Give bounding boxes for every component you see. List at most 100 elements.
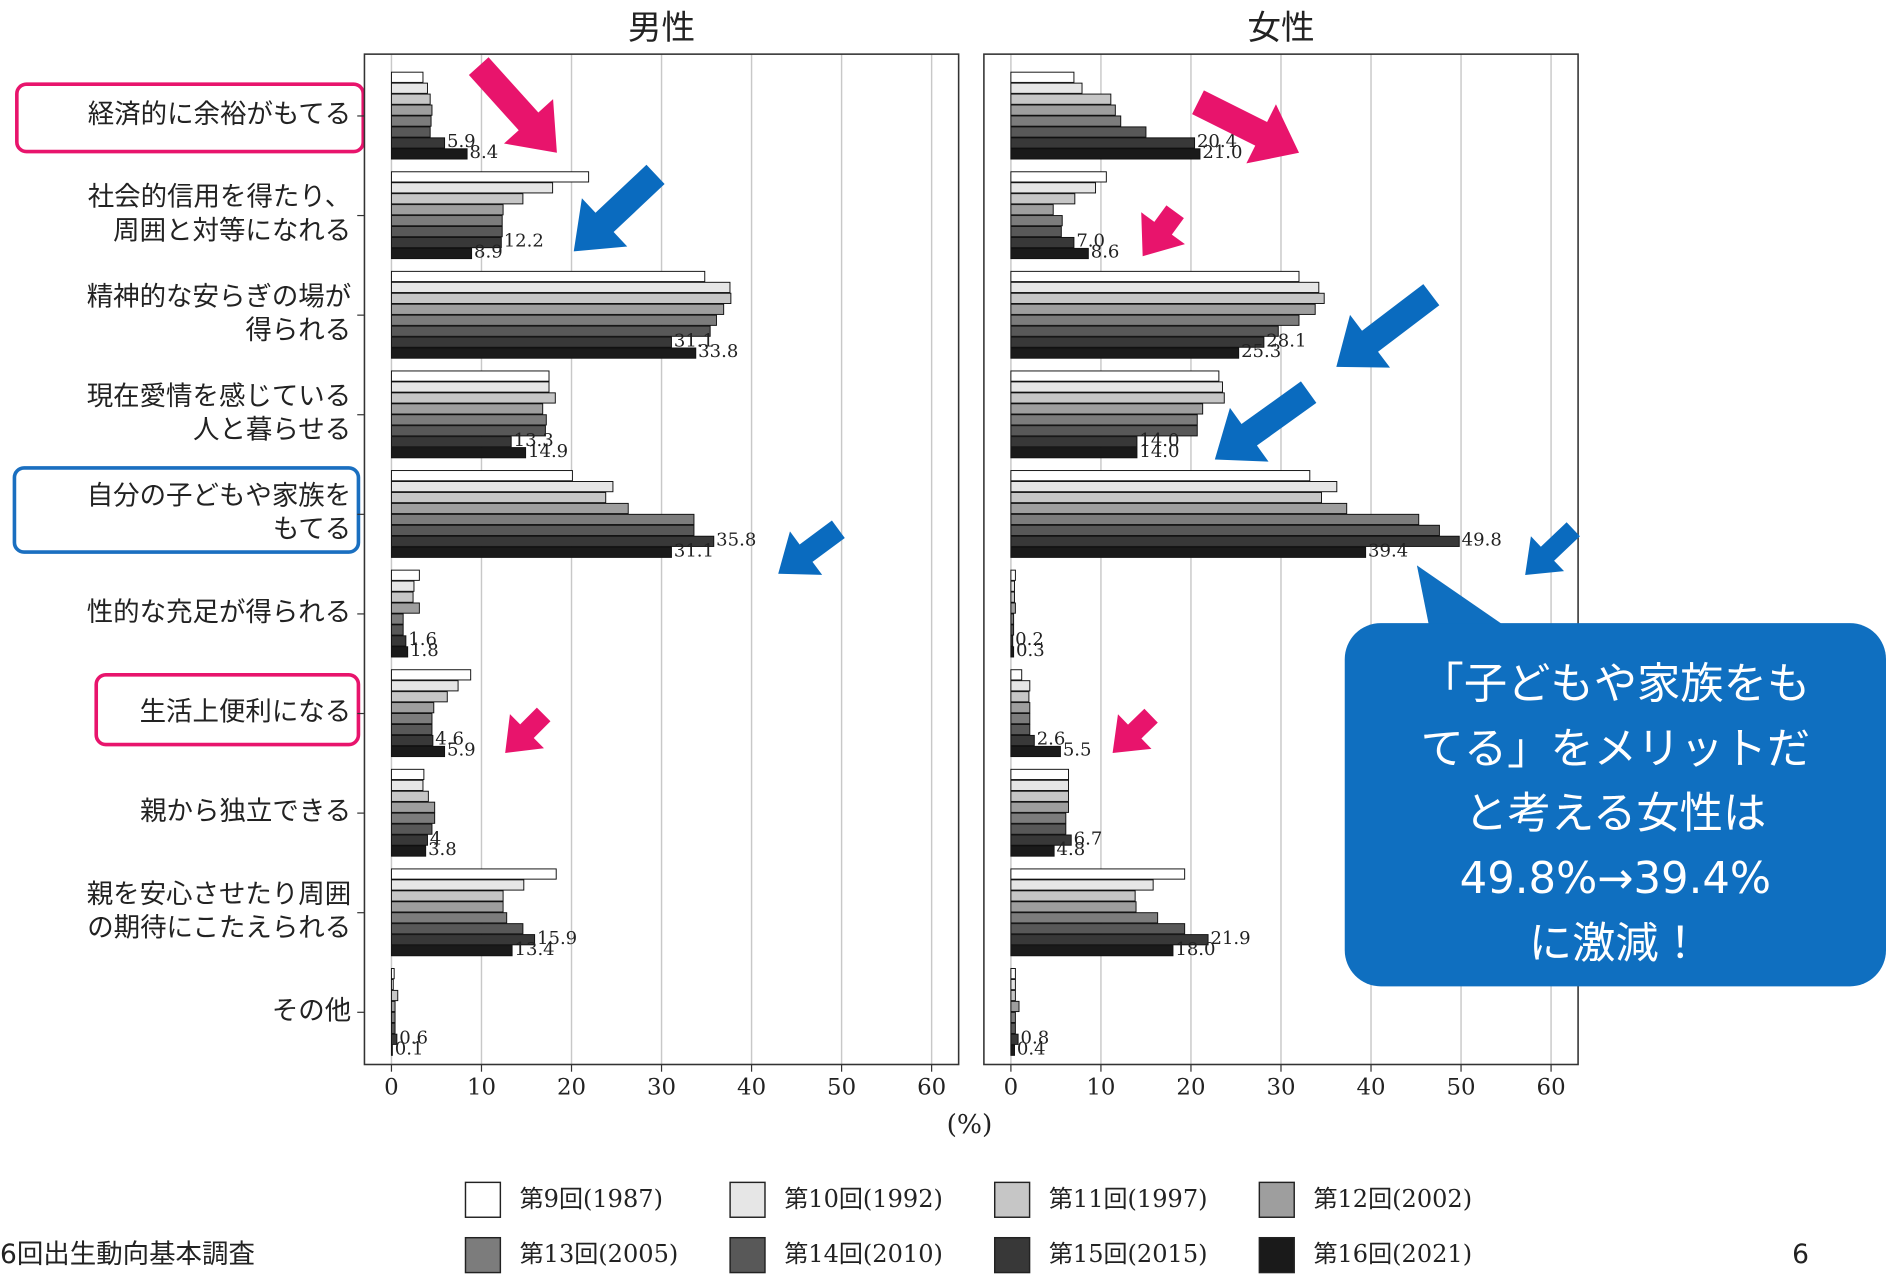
legend-swatch: [993, 1236, 1031, 1274]
x-tick-label: 20: [557, 1075, 586, 1101]
bar: [390, 890, 504, 902]
x-tick-label: 0: [384, 1075, 399, 1101]
panel-title: 女性: [1247, 8, 1314, 47]
value-label: 4.6: [435, 729, 464, 750]
bar: [1010, 491, 1322, 504]
value-label: 39.4: [1368, 540, 1408, 561]
value-label: 14.9: [528, 441, 568, 462]
bar: [1010, 868, 1186, 880]
bar: [1010, 901, 1137, 913]
bar: [390, 723, 433, 736]
callout-text: 「子どもや家族をも: [1421, 659, 1811, 709]
bar: [390, 513, 695, 526]
y-tick-label: 得られる: [245, 315, 351, 346]
value-label: 25.3: [1241, 341, 1281, 362]
bar: [1010, 447, 1138, 459]
arrow: [573, 164, 665, 252]
legend-swatch: [993, 1181, 1031, 1218]
bar: [1010, 204, 1054, 216]
value-label: 8.9: [474, 242, 503, 263]
bar: [390, 281, 731, 294]
y-tick-label: 親を安心させたり周囲: [87, 879, 352, 910]
y-tick-label: 社会的信用を得たり、: [88, 182, 351, 213]
bar: [1010, 126, 1147, 138]
arrow: [1112, 708, 1158, 753]
bar: [390, 613, 404, 625]
bar: [1010, 734, 1035, 747]
y-tick-label: 経済的に余裕がもてる: [88, 99, 351, 130]
x-tick-label: 60: [1537, 1075, 1566, 1101]
legend-swatch: [729, 1181, 766, 1218]
bar: [390, 215, 503, 227]
y-tick-label: 現在愛情を感じている: [87, 381, 352, 412]
legend-swatch: [1258, 1181, 1295, 1218]
value-label: 33.8: [698, 341, 738, 362]
value-label: 18.0: [1175, 939, 1215, 960]
value-label: 8.4: [469, 142, 498, 163]
bar: [1010, 879, 1154, 891]
plot-border: [983, 53, 1579, 1066]
bar: [1010, 680, 1031, 692]
bar: [390, 702, 435, 714]
bar: [390, 126, 431, 138]
value-label: 15.9: [537, 928, 577, 949]
bar: [390, 171, 590, 183]
bar: [1010, 546, 1367, 558]
value-label: 2.6: [1037, 729, 1066, 750]
bar: [1010, 292, 1325, 304]
value-label: 5.9: [447, 740, 476, 761]
bar: [390, 303, 725, 315]
bar: [1010, 1011, 1016, 1023]
bar: [1010, 82, 1083, 94]
bar: [390, 912, 508, 924]
bar: [390, 491, 607, 504]
bar: [390, 790, 429, 802]
value-label: 0.4: [1017, 1038, 1046, 1059]
bar: [390, 93, 431, 105]
bar: [1010, 481, 1338, 493]
bar: [1010, 171, 1107, 183]
bar: [390, 734, 434, 747]
bar: [1010, 247, 1089, 260]
y-tick-label: の期待にこたえられる: [87, 913, 351, 944]
y-tick-label: 周囲と対等になれる: [113, 215, 351, 246]
bar: [1010, 1022, 1016, 1034]
bar: [1010, 236, 1075, 249]
legend-swatch: [464, 1181, 502, 1218]
bar: [390, 1000, 396, 1013]
bar: [390, 414, 547, 426]
x-tick-label: 30: [1266, 1075, 1295, 1101]
y-tick-label: 精神的な安らぎの場が: [87, 281, 352, 312]
bar: [390, 314, 717, 326]
bar: [1010, 613, 1015, 625]
bar: [1010, 646, 1015, 658]
legend-label: 第9回(1987): [520, 1185, 663, 1213]
legend-label: 第15回(2015): [1049, 1240, 1208, 1268]
bar: [1010, 226, 1062, 238]
bar: [390, 968, 395, 980]
bar: [1010, 745, 1061, 758]
bar: [1010, 823, 1067, 835]
bar: [390, 945, 513, 957]
bar: [1010, 436, 1138, 448]
value-label: 0.6: [399, 1027, 428, 1048]
bar: [390, 436, 512, 448]
bar: [390, 779, 424, 791]
bar: [1010, 912, 1159, 924]
bar: [390, 336, 672, 348]
value-label: 31.1: [674, 540, 714, 561]
legend-swatch: [729, 1236, 766, 1274]
legend-swatch: [1258, 1236, 1295, 1274]
value-label: 21.0: [1202, 142, 1242, 163]
value-label: 49.8: [1462, 529, 1502, 550]
x-axis-label: (%): [947, 1109, 993, 1140]
bar: [1010, 502, 1348, 515]
x-tick-label: 30: [647, 1075, 676, 1101]
value-label: 13.4: [515, 939, 555, 960]
bar: [390, 71, 424, 83]
bar: [1010, 702, 1031, 714]
bar: [1010, 370, 1220, 382]
value-label: 4: [430, 828, 441, 849]
bar: [1010, 414, 1198, 426]
